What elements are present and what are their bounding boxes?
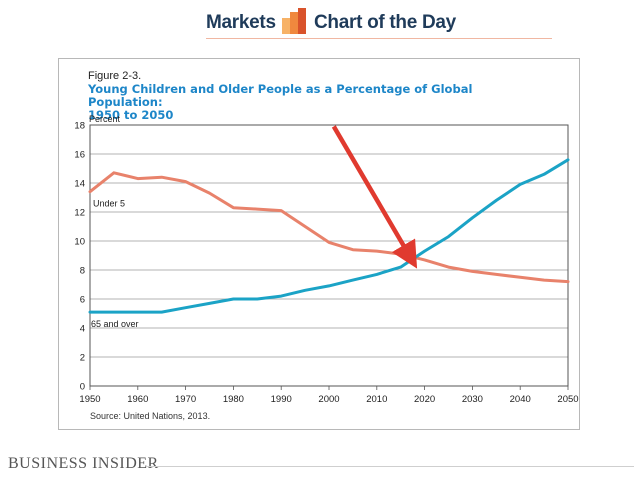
series-label-65-and-over: 65 and over bbox=[91, 319, 139, 329]
x-tick-label: 2050 bbox=[557, 394, 578, 405]
banner-chart-of-the-day-label: Chart of the Day bbox=[314, 12, 456, 33]
y-tick-label: 10 bbox=[74, 237, 85, 248]
annotation-arrow bbox=[331, 125, 418, 269]
y-tick-label: 8 bbox=[80, 266, 85, 277]
x-tick-label: 2040 bbox=[510, 394, 531, 405]
y-tick-label: 4 bbox=[80, 324, 85, 335]
x-tick-label: 2000 bbox=[318, 394, 339, 405]
chart-title: Young Children and Older People as a Per… bbox=[88, 83, 548, 122]
banner-divider bbox=[206, 38, 552, 39]
y-tick-label: 6 bbox=[80, 295, 85, 306]
y-tick-label: 18 bbox=[74, 121, 85, 132]
chart-title-line-1: Young Children and Older People as a Per… bbox=[88, 82, 473, 109]
y-axis-unit-label: Percent bbox=[89, 114, 121, 124]
figure-label: Figure 2-3. bbox=[88, 70, 142, 82]
x-tick-label: 1970 bbox=[175, 394, 196, 405]
chart-frame bbox=[58, 58, 580, 430]
chart-title-line-2: 1950 to 2050 bbox=[88, 108, 174, 122]
x-tick-label: 1990 bbox=[271, 394, 292, 405]
banner-markets-label: Markets bbox=[206, 12, 276, 33]
x-tick-label: 1980 bbox=[223, 394, 244, 405]
y-tick-label: 12 bbox=[74, 208, 85, 219]
y-tick-label: 2 bbox=[80, 353, 85, 364]
y-tick-label: 14 bbox=[74, 179, 85, 190]
series-label-under-5: Under 5 bbox=[93, 199, 125, 209]
footer-divider bbox=[146, 466, 634, 467]
x-tick-label: 2010 bbox=[366, 394, 387, 405]
x-tick-label: 1960 bbox=[127, 394, 148, 405]
y-tick-label: 16 bbox=[74, 150, 85, 161]
x-tick-label: 1950 bbox=[79, 394, 100, 405]
x-tick-label: 2030 bbox=[462, 394, 483, 405]
source-note: Source: United Nations, 2013. bbox=[90, 411, 211, 421]
chart-of-the-day-banner: Markets Chart of the Day bbox=[0, 0, 640, 40]
x-tick-label: 2020 bbox=[414, 394, 435, 405]
plot-area-border bbox=[89, 124, 569, 387]
bar-chart-logo-icon bbox=[282, 8, 306, 34]
business-insider-logo: BUSINESS INSIDER bbox=[8, 455, 159, 472]
series-line-65-and-over bbox=[88, 158, 570, 314]
y-tick-label: 0 bbox=[80, 382, 85, 393]
series-line-under-5 bbox=[88, 171, 570, 284]
